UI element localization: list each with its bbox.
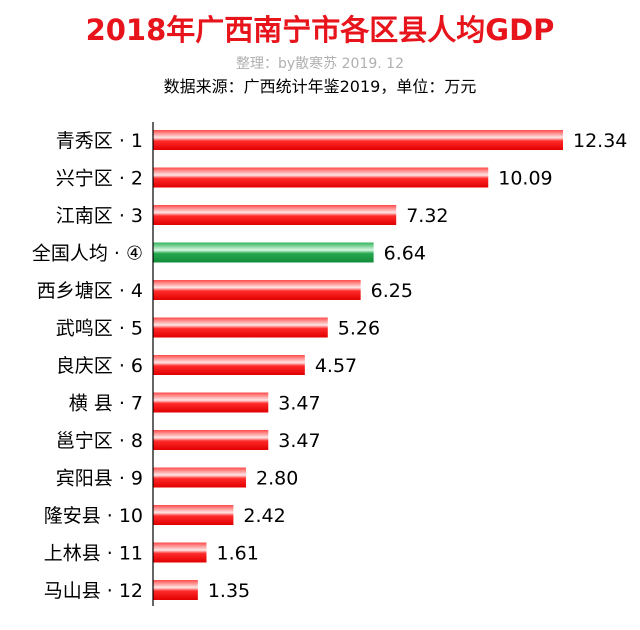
value-labels-group: 12.34 10.09 7.32 6.64 6.25 5.26 4.57 3.47 3.47 2.… xyxy=(208,130,628,602)
value-label: 3.47 xyxy=(278,393,320,415)
bar xyxy=(153,467,247,488)
value-label: 2.42 xyxy=(243,505,285,527)
bar xyxy=(153,130,563,150)
bar xyxy=(153,317,328,338)
value-label: 4.57 xyxy=(315,355,357,377)
bar xyxy=(153,505,234,525)
source-note: 数据来源：广西统计年鉴2019，单位：万元 xyxy=(164,77,477,96)
value-label: 12.34 xyxy=(573,130,627,152)
value-label: 3.47 xyxy=(278,430,320,452)
value-label: 6.25 xyxy=(371,280,413,302)
value-label: 1.35 xyxy=(208,580,250,602)
bar xyxy=(153,167,489,188)
bars-group xyxy=(153,130,563,600)
value-label: 2.80 xyxy=(256,468,298,490)
category-label: 武鸣区 · 5 xyxy=(56,318,143,340)
category-label: 马山县 · 12 xyxy=(44,580,143,602)
category-label: 良庆区 · 6 xyxy=(56,355,143,377)
value-label: 6.64 xyxy=(384,243,426,265)
category-label: 横 县 · 7 xyxy=(69,393,143,415)
bar xyxy=(153,205,397,225)
category-labels-group: 青秀区 · 1 兴宁区 · 2 江南区 · 3 全国人均 · ④ 西乡塘区 · 4 武鸣区… xyxy=(32,130,143,602)
value-label: 10.09 xyxy=(498,168,552,190)
value-label: 7.32 xyxy=(406,205,448,227)
bar-national-average xyxy=(153,242,374,263)
chart-title: 2018年广西南宁市各区县人均GDP xyxy=(86,13,555,47)
category-label: 西乡塘区 · 4 xyxy=(37,280,143,302)
category-label: 邕宁区 · 8 xyxy=(56,430,143,452)
value-label: 1.61 xyxy=(216,543,258,565)
category-label: 青秀区 · 1 xyxy=(56,130,143,152)
category-label: 全国人均 · ④ xyxy=(32,243,143,265)
category-label: 上林县 · 11 xyxy=(44,543,143,565)
bar xyxy=(153,542,207,563)
category-label: 隆安县 · 10 xyxy=(44,505,143,527)
chart-subtitle: 整理：by散寒苏 2019. 12 xyxy=(236,55,404,72)
bar xyxy=(153,430,269,450)
bar xyxy=(153,355,305,375)
category-label: 江南区 · 3 xyxy=(56,205,143,227)
bar xyxy=(153,580,198,600)
category-label: 宾阳县 · 9 xyxy=(56,468,143,490)
value-label: 5.26 xyxy=(338,318,380,340)
bar xyxy=(153,280,361,300)
category-label: 兴宁区 · 2 xyxy=(56,168,143,190)
bar xyxy=(153,392,269,413)
